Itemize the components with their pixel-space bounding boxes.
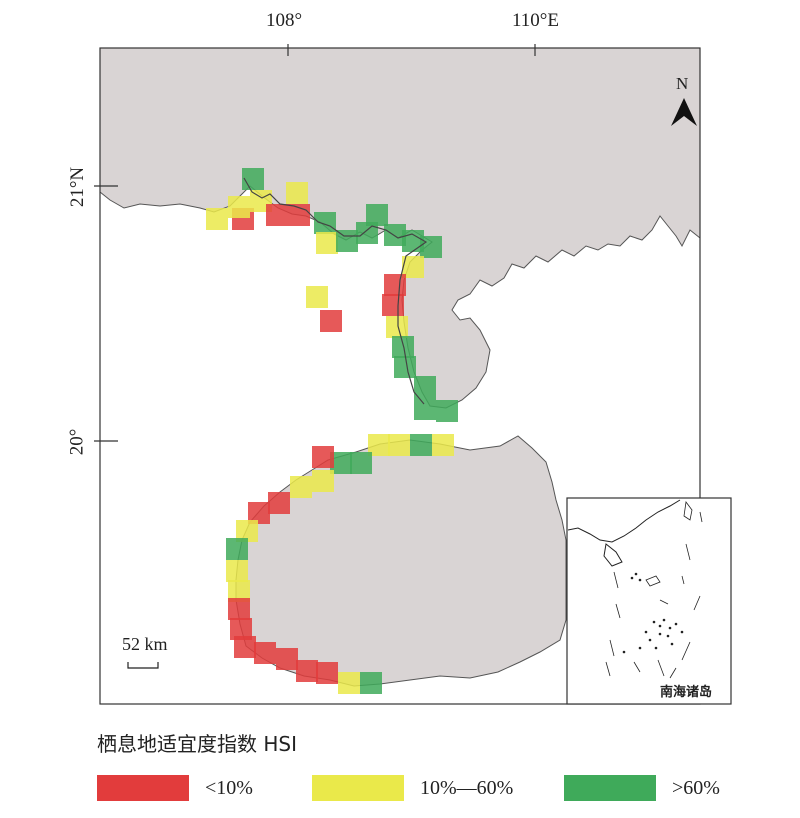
hsi-cell-high — [226, 538, 248, 560]
legend-title: 栖息地适宜度指数 HSI — [97, 732, 297, 756]
hsi-cell-mid — [228, 196, 250, 218]
hsi-cell-mid — [290, 476, 312, 498]
lon-label-110: 110°E — [512, 10, 559, 31]
hsi-cell-mid — [338, 672, 360, 694]
hsi-cell-low — [248, 502, 270, 524]
hsi-cell-high — [314, 212, 336, 234]
inset-map — [566, 497, 732, 705]
hsi-cell-mid — [432, 434, 454, 456]
legend-item-low: <10% — [97, 775, 253, 801]
scale-bar-label: 52 km — [122, 634, 168, 654]
hsi-cell-high — [356, 222, 378, 244]
hsi-cell-high — [420, 236, 442, 258]
graticule-ticks — [94, 44, 536, 442]
hsi-cell-high — [366, 204, 388, 226]
north-label: N — [676, 74, 689, 93]
map-frame — [99, 47, 701, 705]
legend-label-mid: 10%—60% — [420, 776, 514, 799]
hsi-cell-mid — [228, 580, 250, 602]
hsi-cell-low — [312, 446, 334, 468]
north-arrow-icon — [671, 98, 697, 126]
hsi-cell-low — [382, 294, 404, 316]
legend-label-high: >60% — [672, 776, 720, 799]
hsi-cell-high — [350, 452, 372, 474]
hsi-cell-mid — [368, 434, 390, 456]
lat-label-20: 20° — [66, 428, 88, 456]
hsi-cell-mid — [286, 182, 308, 204]
hsi-cell-high — [414, 376, 436, 398]
legend-label-low: <10% — [205, 776, 253, 799]
hsi-cell-mid — [388, 434, 410, 456]
scale-bar-icon — [127, 662, 159, 669]
coastline — [243, 177, 428, 405]
lat-label-21: 21°N — [67, 166, 89, 208]
inset-caption: 南海诸岛 — [660, 685, 713, 700]
hsi-cell-low — [316, 662, 338, 684]
legend-item-high: >60% — [564, 775, 720, 801]
hsi-cell-high — [330, 452, 352, 474]
hsi-cell-high — [242, 168, 264, 190]
hsi-cell-mid — [402, 256, 424, 278]
hsi-cell-high — [410, 434, 432, 456]
hsi-cell-low — [230, 618, 252, 640]
hsi-cell-low — [254, 642, 276, 664]
hsi-cell-low — [228, 598, 250, 620]
legend-item-mid: 10%—60% — [312, 775, 513, 801]
hsi-cell-low — [384, 274, 406, 296]
hsi-cell-mid — [386, 316, 408, 338]
hsi-cell-high — [360, 672, 382, 694]
hsi-cell-mid — [316, 232, 338, 254]
lon-label-108: 108° — [266, 10, 303, 31]
hsi-cell-high — [394, 356, 416, 378]
hsi-cell-low — [276, 648, 298, 670]
hsi-cell-low — [234, 636, 256, 658]
hsi-cell-mid — [206, 208, 228, 230]
hsi-cell-high — [414, 398, 436, 420]
hsi-cell-high — [436, 400, 458, 422]
hsi-cell-low — [268, 492, 290, 514]
hsi-cell-high — [384, 224, 406, 246]
legend-swatch-high — [564, 775, 656, 801]
hsi-cell-mid — [312, 470, 334, 492]
hsi-cell-low — [320, 310, 342, 332]
hsi-cell-low — [266, 204, 288, 226]
legend-swatch-low — [97, 775, 189, 801]
hsi-cell-low — [296, 660, 318, 682]
hsi-cell-high — [392, 336, 414, 358]
hsi-cell-mid — [306, 286, 328, 308]
hsi-cell-mid — [236, 520, 258, 542]
legend-swatch-mid — [312, 775, 404, 801]
hsi-cell-mid — [226, 560, 248, 582]
